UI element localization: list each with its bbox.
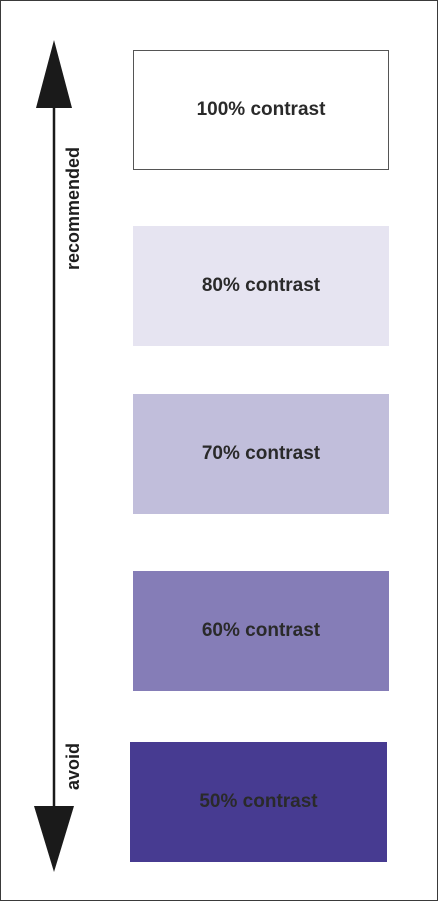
swatch-label: 80% contrast [201,275,321,296]
swatch-70-contrast: 70% contrast [133,394,389,514]
swatch-100-contrast: 100% contrast [133,50,389,170]
swatch-label: 60% contrast [201,620,321,641]
arrow-head-up [36,40,72,108]
recommended-label: recommended [63,146,83,270]
swatch-label: 70% contrast [201,443,321,464]
swatch-80-contrast: 80% contrast [133,226,389,346]
arrow-head-down [34,806,74,872]
swatch-label: 50% contrast [199,791,318,812]
swatch-50-contrast: 50% contrast [130,742,387,862]
swatch-label: 100% contrast [196,99,326,120]
swatch-60-contrast: 60% contrast [133,571,389,691]
avoid-label: avoid [63,742,83,790]
